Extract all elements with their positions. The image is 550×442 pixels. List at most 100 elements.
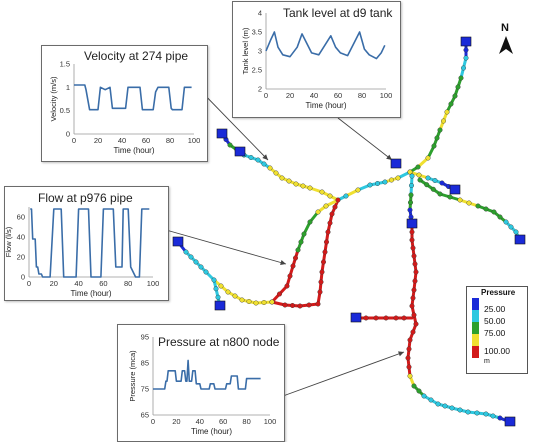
junction-node	[444, 109, 450, 115]
junction-node	[409, 182, 415, 188]
junction-node	[408, 214, 414, 220]
legend-swatch	[472, 346, 479, 358]
junction-node	[439, 180, 445, 186]
series-line	[74, 84, 192, 111]
y-tick-label: 65	[141, 411, 149, 420]
tank-symbol	[406, 218, 418, 229]
legend-label: 100.00	[484, 346, 510, 356]
x-tick-label: 100	[188, 136, 201, 145]
x-tick-label: 0	[151, 417, 155, 426]
junction-node	[319, 269, 325, 275]
junction-node	[319, 189, 325, 195]
junction-node	[327, 220, 333, 226]
junction-node	[483, 411, 489, 417]
junction-node	[447, 194, 453, 200]
junction-node	[315, 209, 321, 215]
junction-node	[513, 229, 519, 235]
x-tick-label: 0	[27, 279, 31, 288]
y-tick-label: 1	[66, 83, 70, 92]
junction-node	[383, 315, 389, 321]
y-axis-label: Velocity (m/s)	[49, 76, 58, 122]
junction-node	[463, 55, 469, 61]
junction-node	[413, 269, 419, 275]
pointer-line	[195, 85, 269, 161]
junction-node	[355, 187, 361, 193]
junction-node	[407, 169, 413, 175]
junction-node	[407, 207, 413, 213]
pointer-line	[337, 117, 393, 161]
y-axis-label: Flow (l/s)	[5, 226, 13, 257]
legend-swatch	[472, 298, 479, 310]
y-tick-label: 85	[141, 359, 149, 368]
junction-node	[327, 193, 333, 199]
legend-swatch	[472, 322, 479, 334]
junction-node	[411, 312, 417, 318]
x-tick-label: 60	[219, 417, 227, 426]
x-tick-label: 20	[50, 279, 58, 288]
legend-label: 75.00	[484, 328, 506, 338]
y-tick-label: 3.5	[252, 28, 262, 37]
y-tick-label: 95	[141, 333, 149, 342]
junction-node	[248, 154, 254, 160]
legend-label: 50.00	[484, 316, 506, 326]
junction-node	[428, 397, 434, 403]
junction-node	[457, 197, 463, 203]
junction-node	[183, 249, 189, 255]
junction-node	[503, 219, 509, 225]
junction-node	[375, 180, 381, 186]
junction-node	[213, 286, 219, 292]
x-axis-label: Time (hour)	[70, 289, 111, 298]
x-tick-label: 40	[196, 417, 204, 426]
junction-node	[382, 179, 388, 185]
junction-node	[410, 245, 416, 251]
junction-node	[393, 315, 399, 321]
junction-node	[363, 315, 369, 321]
junction-node	[415, 164, 421, 170]
legend-title: Pressure	[481, 288, 516, 297]
x-tick-label: 100	[264, 417, 277, 426]
pointer-arrowhead	[398, 351, 404, 357]
series-line	[153, 359, 261, 390]
junction-node	[483, 206, 489, 212]
network-nodes	[172, 36, 526, 427]
series-line	[265, 31, 386, 60]
pointer-line	[151, 225, 287, 265]
junction-node	[452, 93, 458, 99]
junction-node	[332, 204, 338, 210]
x-tick-label: 40	[74, 279, 82, 288]
junction-node	[413, 321, 419, 327]
junction-node	[269, 299, 275, 305]
junction-node	[457, 407, 463, 413]
junction-node	[497, 214, 503, 220]
junction-node	[239, 297, 245, 303]
pressure-chart: 0 20 40 60 80 100 65 75 85 95 Time (hour) Pressure …	[128, 333, 277, 437]
junction-node	[395, 175, 401, 181]
x-tick-label: 60	[99, 279, 107, 288]
x-tick-label: 40	[118, 136, 126, 145]
y-tick-label: 0	[66, 130, 70, 139]
x-tick-label: 20	[94, 136, 102, 145]
x-axis-label: Time (hour)	[191, 427, 232, 436]
junction-node	[335, 197, 341, 203]
junction-node	[318, 279, 324, 285]
pointer-lines	[151, 85, 405, 397]
junction-node	[474, 410, 480, 416]
junction-node	[293, 255, 299, 261]
junction-node	[307, 219, 313, 225]
junction-node	[261, 161, 267, 167]
junction-node	[406, 346, 412, 352]
junction-node	[323, 203, 329, 209]
junction-node	[282, 302, 288, 308]
junction-node	[211, 277, 217, 283]
junction-node	[321, 259, 327, 265]
junction-node	[315, 301, 321, 307]
junction-node	[325, 229, 331, 235]
junction-node	[497, 415, 503, 421]
junction-node	[455, 84, 461, 90]
junction-node	[277, 291, 283, 297]
x-tick-label: 0	[264, 91, 268, 100]
junction-node	[373, 315, 379, 321]
junction-node	[437, 191, 443, 197]
tank-symbol	[390, 158, 402, 169]
